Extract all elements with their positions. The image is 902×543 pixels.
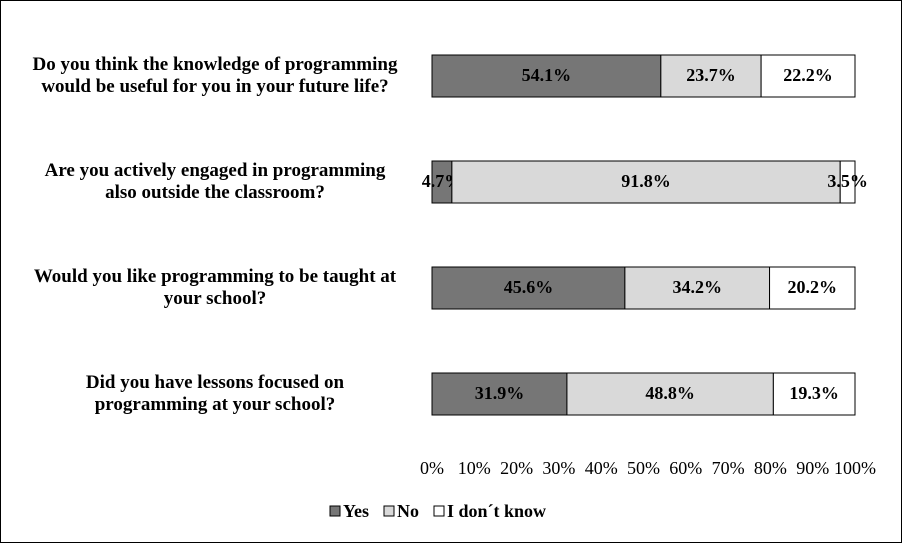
bar-segment: [772, 372, 856, 416]
x-tick-label: 20%: [500, 458, 533, 478]
y-tick-label: Are you actively engaged in programming …: [44, 160, 386, 203]
data-label: 48.8%: [645, 383, 695, 403]
y-tick-label: Did you have lessons focused on programm…: [85, 372, 345, 415]
data-label: 31.9%: [475, 383, 525, 403]
x-tick-label: 40%: [585, 458, 618, 478]
data-label: 20.2%: [788, 277, 838, 297]
bar-segment: [839, 160, 856, 204]
bar-segment: [624, 266, 771, 310]
legend-label: Yes: [343, 501, 369, 521]
data-label: 3.5%: [827, 171, 868, 191]
x-tick-label: 70%: [712, 458, 745, 478]
data-label: 54.1%: [522, 65, 572, 85]
legend-swatch: [433, 505, 445, 517]
legend-label: No: [397, 501, 419, 521]
category-label-box: Do you think the knowledge of programmin…: [32, 54, 398, 97]
x-tick-label: 60%: [669, 458, 702, 478]
x-tick-label: 90%: [796, 458, 829, 478]
y-tick-label: Would you like programming to be taught …: [33, 266, 397, 309]
bar-segment: [431, 266, 626, 310]
data-label: 45.6%: [504, 277, 554, 297]
bar-segment: [660, 54, 762, 98]
category-label-box: Are you actively engaged in programming …: [44, 160, 386, 203]
bar-segment: [451, 160, 841, 204]
x-tick-label: 80%: [754, 458, 787, 478]
legend-label: I don´t know: [447, 501, 546, 521]
category-label-box: Did you have lessons focused on programm…: [85, 372, 345, 415]
bar-segment: [760, 54, 856, 98]
x-tick-label: 100%: [834, 458, 876, 478]
data-label: 22.2%: [783, 65, 833, 85]
data-label: 34.2%: [672, 277, 722, 297]
legend-swatch: [383, 505, 395, 517]
legend-swatch: [329, 505, 341, 517]
x-tick-label: 50%: [627, 458, 660, 478]
bar-segment: [769, 266, 856, 310]
bar-segment: [566, 372, 774, 416]
category-label-box: Would you like programming to be taught …: [33, 266, 397, 309]
x-tick-label: 0%: [420, 458, 444, 478]
bar-segment: [431, 54, 662, 98]
data-label: 23.7%: [686, 65, 736, 85]
data-label: 91.8%: [621, 171, 671, 191]
data-label: 19.3%: [789, 383, 839, 403]
y-tick-label: Do you think the knowledge of programmin…: [32, 54, 398, 97]
x-tick-label: 30%: [542, 458, 575, 478]
x-tick-label: 10%: [458, 458, 491, 478]
